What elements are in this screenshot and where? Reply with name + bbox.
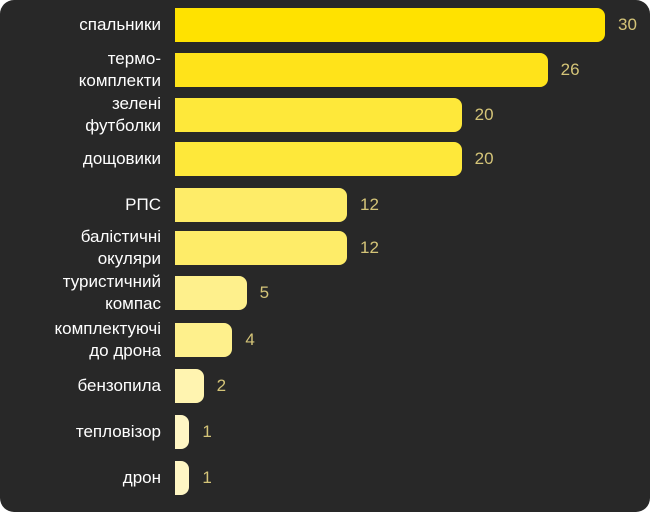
category-label: дощовики bbox=[82, 149, 161, 168]
value-label: 1 bbox=[202, 468, 212, 487]
value-label: 20 bbox=[474, 149, 494, 168]
category-label: спальники bbox=[79, 15, 161, 34]
value-label: 2 bbox=[216, 376, 227, 395]
category-label: РПС bbox=[125, 195, 161, 214]
bar bbox=[175, 461, 190, 495]
bar bbox=[175, 415, 190, 449]
value-label: 20 bbox=[474, 105, 494, 124]
category-label: дрон bbox=[122, 468, 161, 487]
category-label: комплектуючі до дрона bbox=[54, 319, 161, 360]
bar bbox=[175, 231, 347, 265]
value-label: 12 bbox=[360, 238, 379, 257]
bar bbox=[175, 369, 204, 403]
category-label: бензопила bbox=[77, 376, 161, 395]
category-label: тепловізор bbox=[75, 422, 161, 441]
category-label: балістичні окуляри bbox=[80, 227, 161, 268]
bar bbox=[175, 8, 605, 42]
value-label: 30 bbox=[618, 15, 637, 34]
bar bbox=[175, 276, 247, 310]
bar bbox=[175, 53, 548, 87]
category-label: туристичний компас bbox=[62, 272, 161, 313]
value-label: 5 bbox=[259, 283, 270, 302]
category-label: зелені футболки bbox=[85, 94, 161, 135]
value-label: 26 bbox=[560, 60, 580, 79]
category-label: термо- комплекти bbox=[78, 49, 161, 90]
bar bbox=[175, 323, 233, 357]
bar bbox=[175, 188, 347, 222]
value-label: 4 bbox=[245, 330, 255, 349]
value-label: 1 bbox=[202, 422, 212, 441]
bar bbox=[175, 142, 462, 176]
value-label: 12 bbox=[360, 195, 379, 214]
bar bbox=[175, 98, 462, 132]
